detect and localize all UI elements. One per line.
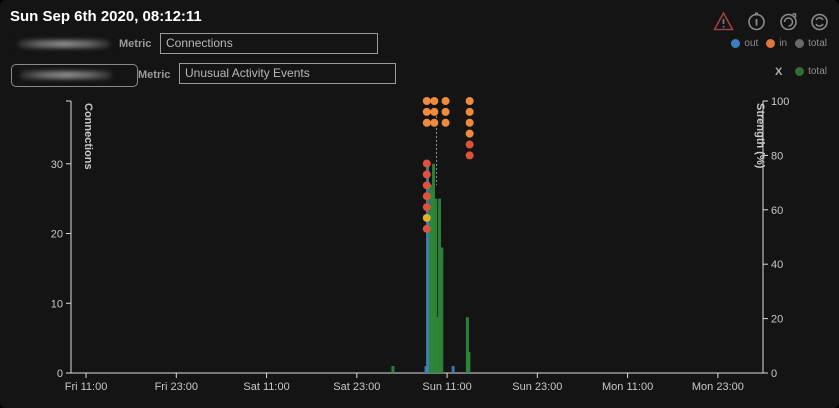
event-dot[interactable] [422, 170, 431, 179]
bar-out[interactable] [426, 163, 430, 373]
metric-label: Metric [119, 38, 152, 50]
legend-secondary: total [795, 66, 827, 77]
event-dot[interactable] [430, 107, 439, 116]
bar-total[interactable] [432, 163, 436, 373]
event-dot[interactable] [422, 97, 431, 105]
x-tick-label: Fri 11:00 [65, 381, 108, 393]
legend-label-in: in [779, 38, 788, 49]
left-axis-title: Connections [82, 103, 94, 170]
event-dot[interactable] [430, 118, 439, 127]
left-tick-label: 0 [57, 368, 63, 380]
legend-label-out: out [744, 38, 759, 49]
event-dot[interactable] [422, 118, 431, 127]
event-dot[interactable] [465, 151, 474, 160]
warning-icon[interactable] [713, 11, 734, 32]
right-tick-label: 0 [771, 368, 777, 380]
bar-total[interactable] [391, 366, 395, 373]
event-dot[interactable] [441, 118, 450, 127]
event-dot[interactable] [422, 107, 431, 116]
legend-label-total-secondary: total [808, 66, 827, 77]
legend-swatch-total[interactable] [795, 39, 805, 48]
event-dot[interactable] [465, 118, 474, 127]
event-dot[interactable] [422, 213, 431, 222]
sync-icon[interactable] [809, 11, 830, 32]
event-dot[interactable] [441, 97, 450, 105]
refresh-icon[interactable] [778, 11, 799, 32]
legend-swatch-out[interactable] [731, 39, 741, 48]
bar-out[interactable] [424, 366, 428, 373]
x-tick-label: Sun 23:00 [512, 381, 562, 393]
bar-total[interactable] [467, 352, 471, 373]
legend-swatch-total-secondary[interactable] [795, 67, 805, 76]
legend: out in total [731, 38, 827, 49]
bar-total[interactable] [434, 198, 438, 373]
redacted-host-name [18, 40, 110, 48]
event-dot[interactable] [441, 107, 450, 116]
left-tick-label: 30 [51, 159, 63, 171]
metric-field[interactable]: Connections [160, 33, 378, 54]
event-dot[interactable] [422, 159, 431, 168]
event-dot[interactable] [465, 97, 474, 105]
metric-field[interactable]: Unusual Activity Events [179, 63, 396, 84]
timestamp: Sun Sep 6th 2020, 08:12:11 [10, 8, 202, 25]
legend-label-total: total [808, 38, 827, 49]
bar-total[interactable] [438, 198, 442, 373]
right-tick-label: 80 [771, 150, 783, 162]
bar-total[interactable] [440, 247, 444, 373]
x-tick-label: Fri 23:00 [155, 381, 198, 393]
bar-out[interactable] [451, 366, 455, 373]
host-selector[interactable] [11, 64, 138, 87]
right-tick-label: 40 [771, 259, 783, 271]
event-dot[interactable] [422, 192, 431, 201]
info-icon[interactable] [746, 11, 767, 32]
event-dot[interactable] [465, 107, 474, 116]
redacted-host-name [20, 71, 112, 79]
x-tick-label: Mon 11:00 [602, 381, 653, 393]
event-dot[interactable] [422, 203, 431, 212]
event-dot[interactable] [422, 181, 431, 190]
x-tick-label: Mon 23:00 [692, 381, 744, 393]
event-dot[interactable] [465, 140, 474, 149]
event-dot[interactable] [465, 129, 474, 138]
right-tick-label: 60 [771, 205, 783, 217]
right-axis-title: Strength (%) [754, 103, 766, 169]
legend-swatch-in[interactable] [766, 39, 776, 48]
bar-total[interactable] [429, 184, 433, 373]
event-dot[interactable] [430, 97, 439, 105]
event-dot[interactable] [422, 224, 431, 233]
bar-total[interactable] [430, 191, 434, 373]
metric-label: Metric [138, 69, 171, 81]
x-tick-label: Sun 11:00 [422, 381, 471, 393]
bar-total[interactable] [435, 317, 439, 373]
x-tick-label: Sat 11:00 [243, 381, 289, 393]
x-toggle[interactable]: X [775, 66, 783, 78]
left-tick-label: 10 [51, 298, 63, 310]
right-tick-label: 100 [771, 96, 789, 108]
right-tick-label: 20 [771, 314, 783, 326]
bar-total[interactable] [465, 317, 469, 373]
left-tick-label: 20 [51, 229, 63, 241]
x-tick-label: Sat 23:00 [333, 381, 380, 393]
